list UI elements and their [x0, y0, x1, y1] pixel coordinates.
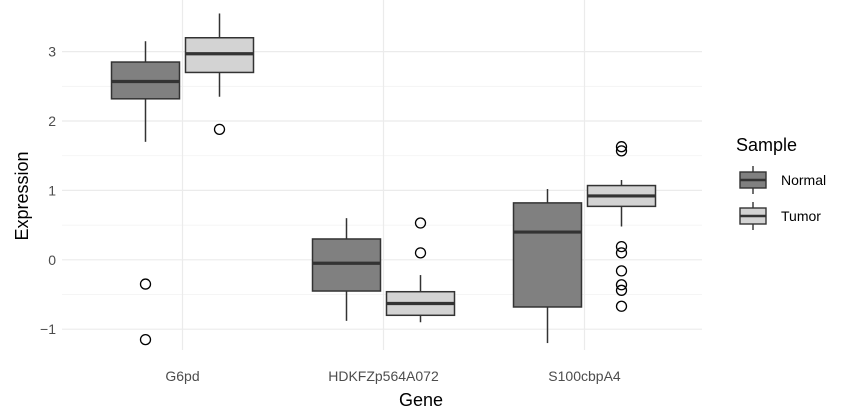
y-tick-label: 2: [48, 113, 56, 129]
y-axis-title: Expression: [12, 151, 32, 240]
outlier-point: [139, 278, 152, 290]
box-groups: [110, 13, 657, 346]
box-tumor: [586, 141, 657, 312]
legend: Sample Normal Tumor: [736, 135, 826, 230]
y-tick-label: 3: [48, 44, 56, 60]
box-normal: [110, 41, 181, 346]
outlier-point: [615, 240, 628, 253]
legend-item-tumor: Tumor: [739, 202, 821, 230]
outlier-point: [615, 300, 628, 312]
box-normal: [311, 218, 382, 321]
outlier-point: [615, 284, 628, 296]
outlier-point: [615, 247, 628, 259]
x-axis: G6pd HDKFZp564A072 S100cbpA4: [165, 368, 621, 384]
legend-item-normal: Normal: [739, 166, 826, 194]
x-tick-label: HDKFZp564A072: [328, 368, 439, 384]
outlier-point: [615, 141, 628, 153]
outlier-point: [615, 145, 628, 157]
x-tick-label: S100cbpA4: [548, 368, 621, 384]
y-tick-label: 1: [48, 182, 56, 198]
outlier-point: [414, 217, 427, 229]
box-normal: [512, 189, 583, 344]
outlier-point: [213, 123, 226, 135]
box-tumor: [184, 13, 255, 135]
y-tick-label: −1: [40, 321, 56, 337]
box-tumor: [385, 217, 456, 323]
outlier-point: [615, 279, 628, 291]
legend-label: Tumor: [781, 208, 821, 224]
y-tick-label: 0: [48, 252, 56, 268]
grid: [62, 0, 702, 350]
legend-title: Sample: [736, 135, 797, 155]
legend-label: Normal: [781, 172, 826, 188]
outlier-point: [615, 265, 628, 277]
outlier-point: [139, 333, 152, 346]
box-body: [512, 202, 583, 308]
x-axis-title: Gene: [399, 390, 443, 410]
box-body: [311, 238, 382, 292]
x-tick-label: G6pd: [165, 368, 199, 384]
outlier-point: [414, 247, 427, 259]
y-axis: −1 0 1 2 3: [40, 44, 56, 338]
